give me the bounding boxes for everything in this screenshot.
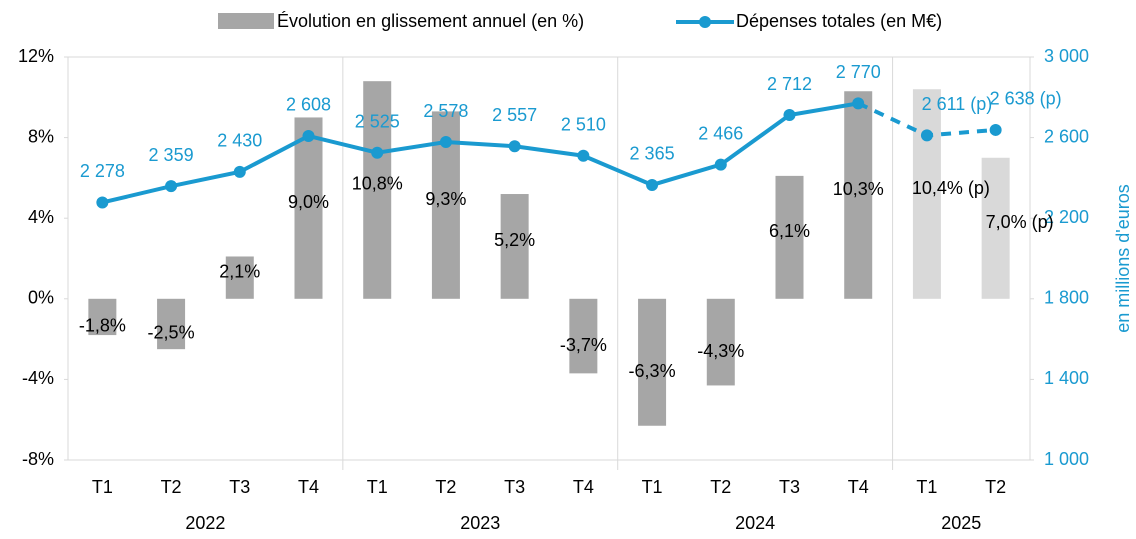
line-value-label: 2 525 <box>355 111 400 131</box>
x-tick-label: T2 <box>985 477 1006 497</box>
line-marker <box>371 146 384 159</box>
x-tick-label: T4 <box>573 477 594 497</box>
bar <box>844 91 873 299</box>
bar-value-label: 9,0% <box>288 192 329 212</box>
y2-tick-label: 1 000 <box>1044 449 1089 469</box>
line-marker <box>577 149 590 162</box>
bar <box>500 194 529 299</box>
bar-value-label: -3,7% <box>560 335 607 355</box>
line-value-label: 2 770 <box>836 62 881 82</box>
bar <box>569 298 598 374</box>
bar-value-label: 5,2% <box>494 230 535 250</box>
line-marker <box>302 129 315 142</box>
x-tick-label: T3 <box>504 477 525 497</box>
line-value-label: 2 578 <box>423 101 468 121</box>
bar <box>775 175 804 299</box>
line-marker <box>508 140 521 153</box>
line-marker <box>989 123 1002 136</box>
line-marker <box>646 178 659 191</box>
y2-tick-label: 2 200 <box>1044 207 1089 227</box>
x-tick-label: T2 <box>710 477 731 497</box>
group-label: 2022 <box>185 513 225 533</box>
bar <box>706 298 735 386</box>
y-tick-label: 0% <box>28 288 54 308</box>
bar <box>981 157 1010 299</box>
bar-value-label: 10,3% <box>833 179 884 199</box>
bar-value-label: -6,3% <box>629 361 676 381</box>
line-value-label: 2 365 <box>630 144 675 164</box>
y-tick-label: -8% <box>22 449 54 469</box>
bar-value-label: 6,1% <box>769 221 810 241</box>
x-tick-label: T1 <box>642 477 663 497</box>
line-value-label: 2 608 <box>286 95 331 115</box>
line-marker <box>783 109 796 122</box>
line-marker <box>96 196 109 209</box>
bar <box>225 256 254 299</box>
legend-label: Dépenses totales (en M€) <box>736 11 942 31</box>
line-marker <box>439 136 452 149</box>
y2-tick-label: 1 800 <box>1044 288 1089 308</box>
bar-value-label: 2,1% <box>219 261 260 281</box>
bar-value-label: 10,4% (p) <box>912 178 990 198</box>
y2-tick-label: 1 400 <box>1044 368 1089 388</box>
bar-value-label: 10,8% <box>352 174 403 194</box>
line-value-label: 2 638 (p) <box>990 89 1062 109</box>
x-tick-label: T4 <box>298 477 319 497</box>
bar <box>912 89 941 299</box>
bar <box>363 81 392 299</box>
y2-axis-title: en millions d'euros <box>1113 184 1133 333</box>
y2-tick-label: 3 000 <box>1044 46 1089 66</box>
x-tick-label: T2 <box>161 477 182 497</box>
group-label: 2024 <box>735 513 775 533</box>
bar <box>157 298 186 350</box>
bar <box>294 117 323 299</box>
bar <box>638 298 667 426</box>
line-value-label: 2 278 <box>80 161 125 181</box>
line-marker <box>852 97 865 110</box>
x-tick-label: T2 <box>435 477 456 497</box>
y-tick-label: -4% <box>22 368 54 388</box>
line-marker <box>233 165 246 178</box>
legend-label: Évolution en glissement annuel (en %) <box>277 11 584 31</box>
bar-value-label: -1,8% <box>79 316 126 336</box>
line-marker <box>920 129 933 142</box>
group-label: 2023 <box>460 513 500 533</box>
line <box>101 101 859 205</box>
line-value-label: 2 510 <box>561 114 606 134</box>
x-tick-label: T1 <box>367 477 388 497</box>
y-tick-label: 8% <box>28 126 54 146</box>
legend-swatch <box>218 13 274 29</box>
line-marker <box>165 180 178 193</box>
bar-value-label: 9,3% <box>425 189 466 209</box>
y-tick-label: 4% <box>28 207 54 227</box>
x-tick-label: T3 <box>779 477 800 497</box>
line-value-label: 2 712 <box>767 74 812 94</box>
bar <box>88 298 117 336</box>
x-tick-label: T1 <box>916 477 937 497</box>
x-tick-label: T1 <box>92 477 113 497</box>
y2-tick-label: 2 600 <box>1044 126 1089 146</box>
x-tick-label: T4 <box>848 477 869 497</box>
line-value-label: 2 611 (p) <box>922 94 993 114</box>
line-value-label: 2 557 <box>492 105 537 125</box>
line-value-label: 2 359 <box>149 145 194 165</box>
bar-value-label: -2,5% <box>148 323 195 343</box>
x-tick-label: T3 <box>229 477 250 497</box>
y-tick-label: 12% <box>18 46 54 66</box>
legend-swatch <box>699 16 711 28</box>
group-label: 2025 <box>941 513 981 533</box>
line-marker <box>714 158 727 171</box>
line-value-label: 2 430 <box>217 131 262 151</box>
bar-value-label: 7,0% (p) <box>986 212 1054 232</box>
bar-value-label: -4,3% <box>697 341 744 361</box>
line-value-label: 2 466 <box>698 123 743 143</box>
